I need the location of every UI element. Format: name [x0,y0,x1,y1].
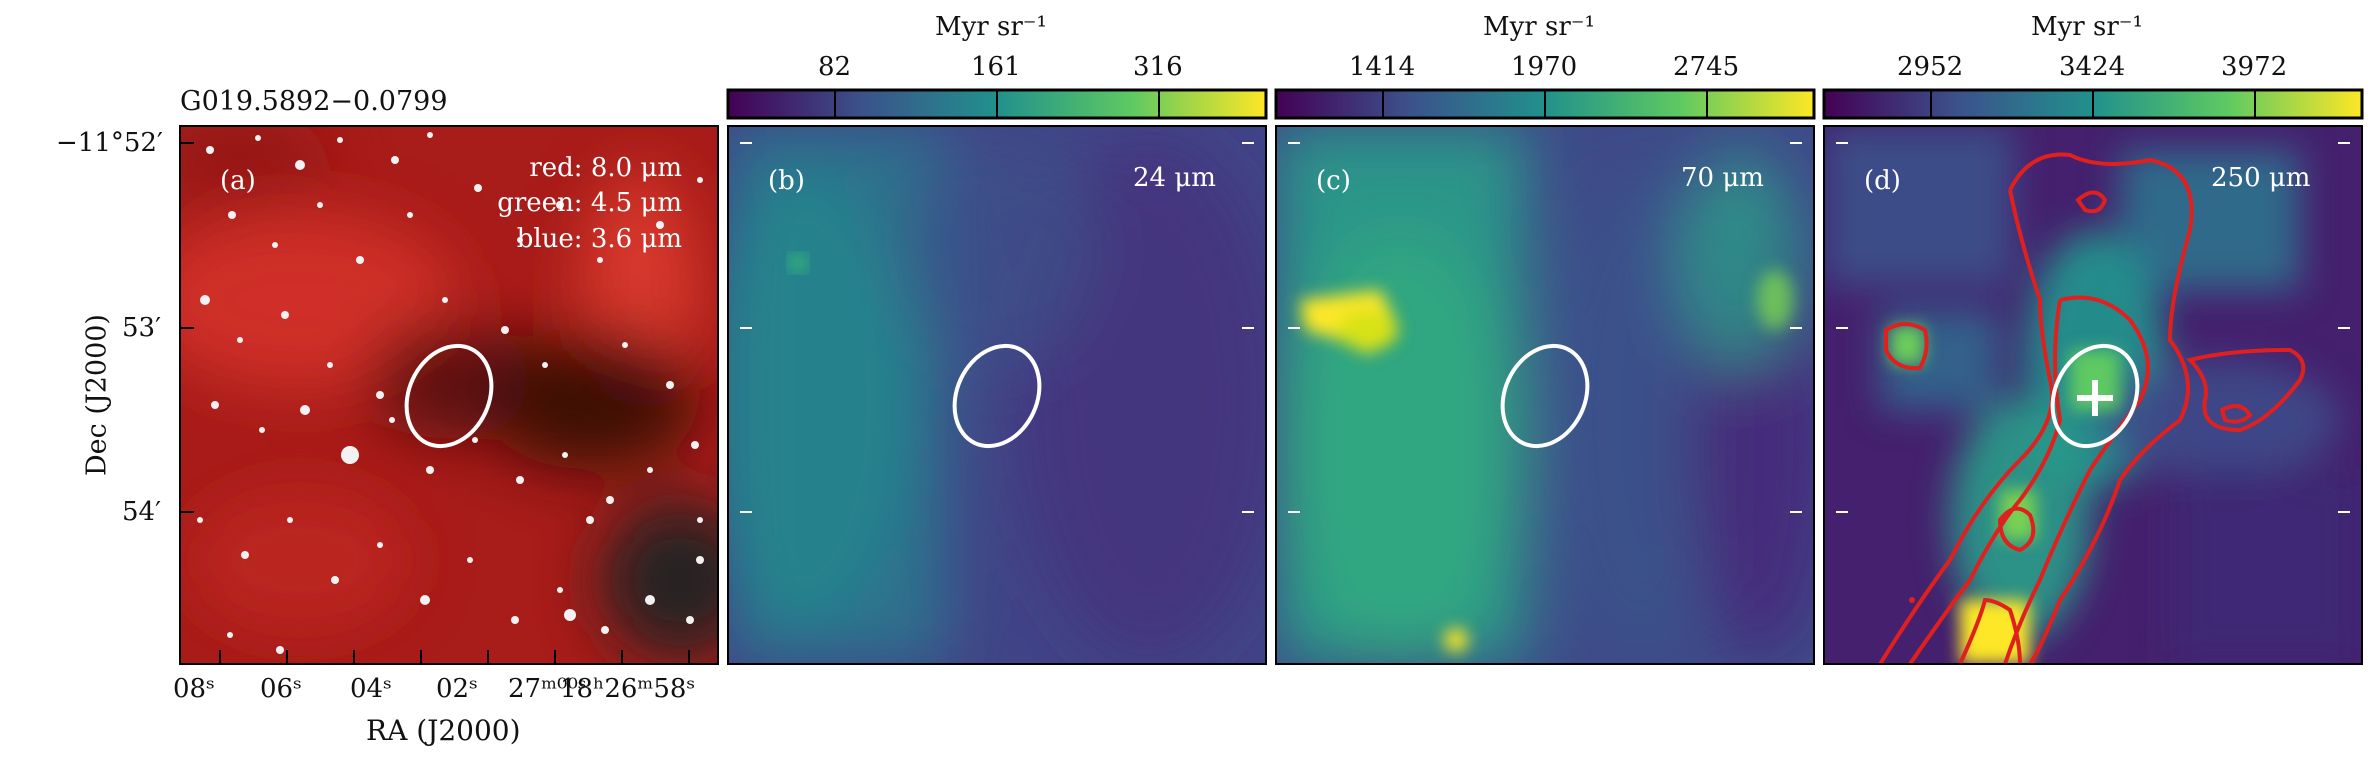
panel-c-image [1276,126,1814,664]
panel-c-tag: (c) [1316,166,1351,196]
colorbar-c-label: Myr sr⁻¹ [1483,12,1595,42]
colorbar-b-label: Myr sr⁻¹ [935,12,1047,42]
panel-c-aperture-ellipse [1500,343,1590,449]
ra-tick-label: 04ˢ [350,674,392,704]
colorbar-c [1274,88,1816,120]
panel-d-frame [1823,125,2363,665]
dec-tick-label: 53′ [122,313,161,343]
panel-d-contours [1878,152,2306,664]
ra-tick-label: 18ʰ26ᵐ58ˢ [560,674,696,704]
rgb-legend-blue: blue: 3.6 μm [516,224,682,254]
panel-c-frame [1275,125,1815,665]
panel-d-band: 250 μm [2211,163,2311,193]
dec-tick-label: 54′ [122,497,161,527]
panel-c-band: 70 μm [1681,163,1764,193]
panel-b-image [728,126,1266,664]
colorbar-d-tick: 3972 [2221,52,2288,82]
colorbar-c-tick: 1414 [1349,52,1416,82]
panel-d-tag: (d) [1864,166,1901,196]
dec-tick-label: −11°52′ [56,128,163,158]
rgb-legend-red: red: 8.0 μm [529,153,682,183]
panel-b-frame [727,125,1267,665]
ra-tick-label: 08ˢ [173,674,215,704]
colorbar-d [1822,88,2364,120]
panel-b-aperture-ellipse [952,343,1042,449]
panel-a-frame [179,125,719,665]
colorbar-b [726,88,1268,120]
ra-tick-label: 06ˢ [260,674,302,704]
colorbar-c-tick: 2745 [1673,52,1740,82]
inner-ticks [740,142,2350,513]
axis-ticks [180,142,690,664]
ra-tick-label: 27ᵐ⁰⁰ˢ [508,674,587,704]
colorbar-c-tick: 1970 [1511,52,1578,82]
panel-d-aperture-ellipse [2050,343,2140,449]
panel-a-tag: (a) [220,166,256,196]
panel-a-image [180,126,718,664]
y-axis-label: Dec (J2000) [81,314,113,476]
colorbar-d-tick: 2952 [1897,52,1964,82]
colorbar-d-label: Myr sr⁻¹ [2031,12,2143,42]
panel-b-tag: (b) [768,166,805,196]
colorbar-b-tick: 82 [818,52,852,82]
panel-a-aperture-ellipse [404,343,494,449]
ra-tick-label: 02ˢ [436,674,478,704]
panel-d-plus-marker [2077,380,2113,416]
colorbar-d-tick: 3424 [2059,52,2126,82]
x-axis-label: RA (J2000) [366,714,521,747]
source-name-label: G019.5892−0.0799 [180,86,448,117]
colorbar-b-tick: 316 [1133,52,1183,82]
panel-d-contour-dot [1909,597,1915,603]
panel-b-band: 24 μm [1133,163,1216,193]
colorbar-b-tick: 161 [971,52,1021,82]
rgb-legend-green: green: 4.5 μm [497,188,682,218]
